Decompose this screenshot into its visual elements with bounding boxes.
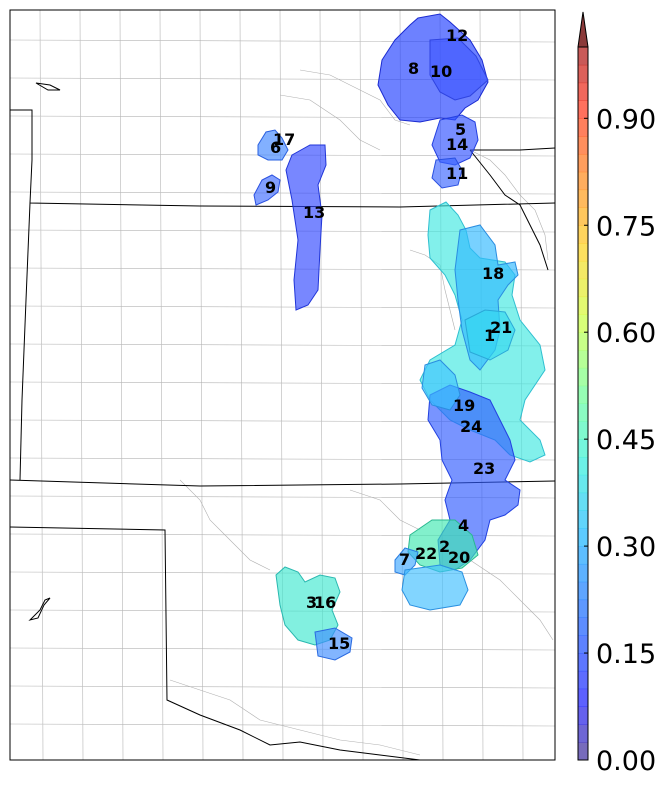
colorbar-swatch xyxy=(578,171,588,191)
colorbar-swatch xyxy=(578,350,588,369)
colorbar-swatch xyxy=(578,510,588,529)
colorbar-swatch xyxy=(578,153,588,173)
region-label-17: 17 xyxy=(273,130,295,149)
colorbar-tick-label: 0.90 xyxy=(596,104,656,135)
region-label-7: 7 xyxy=(399,550,410,569)
colorbar-frame xyxy=(577,46,589,761)
colorbar-swatch xyxy=(578,207,588,226)
colorbar-swatch xyxy=(578,403,588,422)
region-label-11: 11 xyxy=(446,164,468,183)
colorbar-swatch xyxy=(578,742,588,761)
colorbar-swatch xyxy=(578,64,588,84)
region-blob-7 xyxy=(394,547,419,576)
colorbar-swatch xyxy=(578,260,588,280)
region-blob-5 xyxy=(431,114,479,166)
region-blob-21 xyxy=(464,309,516,361)
lake-ne xyxy=(35,82,61,91)
region-blob-3 xyxy=(275,566,341,646)
colorbar-swatch xyxy=(578,528,588,547)
region-label-4: 4 xyxy=(458,516,469,535)
region-blob-13 xyxy=(285,144,327,311)
co-border xyxy=(19,202,31,481)
region-label-3: 3 xyxy=(306,593,317,612)
colorbar-tick-label: 0.15 xyxy=(596,639,656,670)
region-blob-15 xyxy=(314,627,353,661)
colorbar-swatch xyxy=(578,367,588,387)
region-label-13: 13 xyxy=(303,203,325,222)
colorbar-swatch xyxy=(578,332,588,351)
colorbar-swatch xyxy=(578,474,588,494)
colorbar-swatch xyxy=(578,225,588,244)
region-blob-19 xyxy=(421,359,461,411)
region-label-18: 18 xyxy=(482,264,504,283)
region-label-6: 6 xyxy=(270,138,281,157)
colorbar-swatch xyxy=(578,599,588,618)
colorbar-swatch xyxy=(578,492,588,511)
region-label-20: 20 xyxy=(448,548,470,567)
colorbar-swatch xyxy=(578,243,588,262)
colorbar-swatch xyxy=(578,439,588,458)
colorbar-swatch xyxy=(578,296,588,315)
county-boundaries-irregular xyxy=(169,69,554,756)
region-label-14: 14 xyxy=(446,135,468,154)
colorbar-swatch xyxy=(578,456,588,476)
lake-tx xyxy=(28,597,51,621)
colorbar-swatch xyxy=(578,724,588,743)
colorbar-swatch xyxy=(578,314,588,333)
colorbar-tick-label: 0.45 xyxy=(596,425,656,456)
tx-panhandle-border xyxy=(9,526,421,761)
colorbar-ticks: 0.00 0.15 0.30 0.45 0.60 0.75 0.90 xyxy=(584,104,656,777)
region-blob-9 xyxy=(253,174,281,206)
region-label-9: 9 xyxy=(265,178,276,197)
region-label-15: 15 xyxy=(328,634,350,653)
region-label-5: 5 xyxy=(455,120,466,139)
region-blob-11 xyxy=(431,157,463,189)
colorbar-swatch xyxy=(578,670,588,690)
region-label-23: 23 xyxy=(473,459,495,478)
region-label-12: 12 xyxy=(446,26,468,45)
region-label-24: 24 xyxy=(460,417,482,436)
colorbar-swatch xyxy=(578,100,588,119)
colorbar-swatches xyxy=(578,47,588,761)
colorbar-swatch xyxy=(578,82,588,101)
colorbar-tick-label: 0.30 xyxy=(596,532,656,563)
colorbar-swatch xyxy=(578,47,588,66)
colorbar-swatch xyxy=(578,278,588,298)
region-label-1: 1 xyxy=(484,326,495,345)
region-label-8: 8 xyxy=(408,59,419,78)
colorbar-extend-arrow xyxy=(577,11,589,48)
colorbar-swatch xyxy=(578,617,588,636)
colorbar-swatch xyxy=(578,189,588,208)
region-blob-17 xyxy=(257,129,289,161)
colorbar-swatch xyxy=(578,563,588,583)
probability-regions xyxy=(253,13,546,661)
ia-border xyxy=(470,147,556,151)
colorbar-swatch xyxy=(578,688,588,708)
colorbar-swatch xyxy=(578,581,588,601)
region-blob-10 xyxy=(429,37,489,101)
colorbar-tick-label: 0.75 xyxy=(596,211,656,242)
region-blob-22 xyxy=(401,564,469,611)
region-label-22: 22 xyxy=(415,544,437,563)
colorbar-swatch xyxy=(578,118,588,137)
region-label-19: 19 xyxy=(453,396,475,415)
plot-frame xyxy=(9,9,556,761)
colorbar: 0.00 0.15 0.30 0.45 0.60 0.75 0.90 xyxy=(577,11,656,777)
missouri-river xyxy=(469,149,549,271)
colorbar-swatch xyxy=(578,136,588,155)
colorbar-swatch xyxy=(578,546,588,565)
colorbar-swatch xyxy=(578,385,588,404)
region-label-2: 2 xyxy=(439,537,450,556)
region-label-21: 21 xyxy=(490,318,512,337)
region-label-10: 10 xyxy=(430,62,452,81)
colorbar-swatch xyxy=(578,421,588,440)
colorbar-swatch xyxy=(578,635,588,654)
colorbar-swatch xyxy=(578,653,588,672)
region-label-16: 16 xyxy=(314,593,336,612)
colorbar-tick-label: 0.60 xyxy=(596,318,656,349)
colorbar-tick-label: 0.00 xyxy=(596,746,656,777)
colorbar-swatch xyxy=(578,706,588,725)
